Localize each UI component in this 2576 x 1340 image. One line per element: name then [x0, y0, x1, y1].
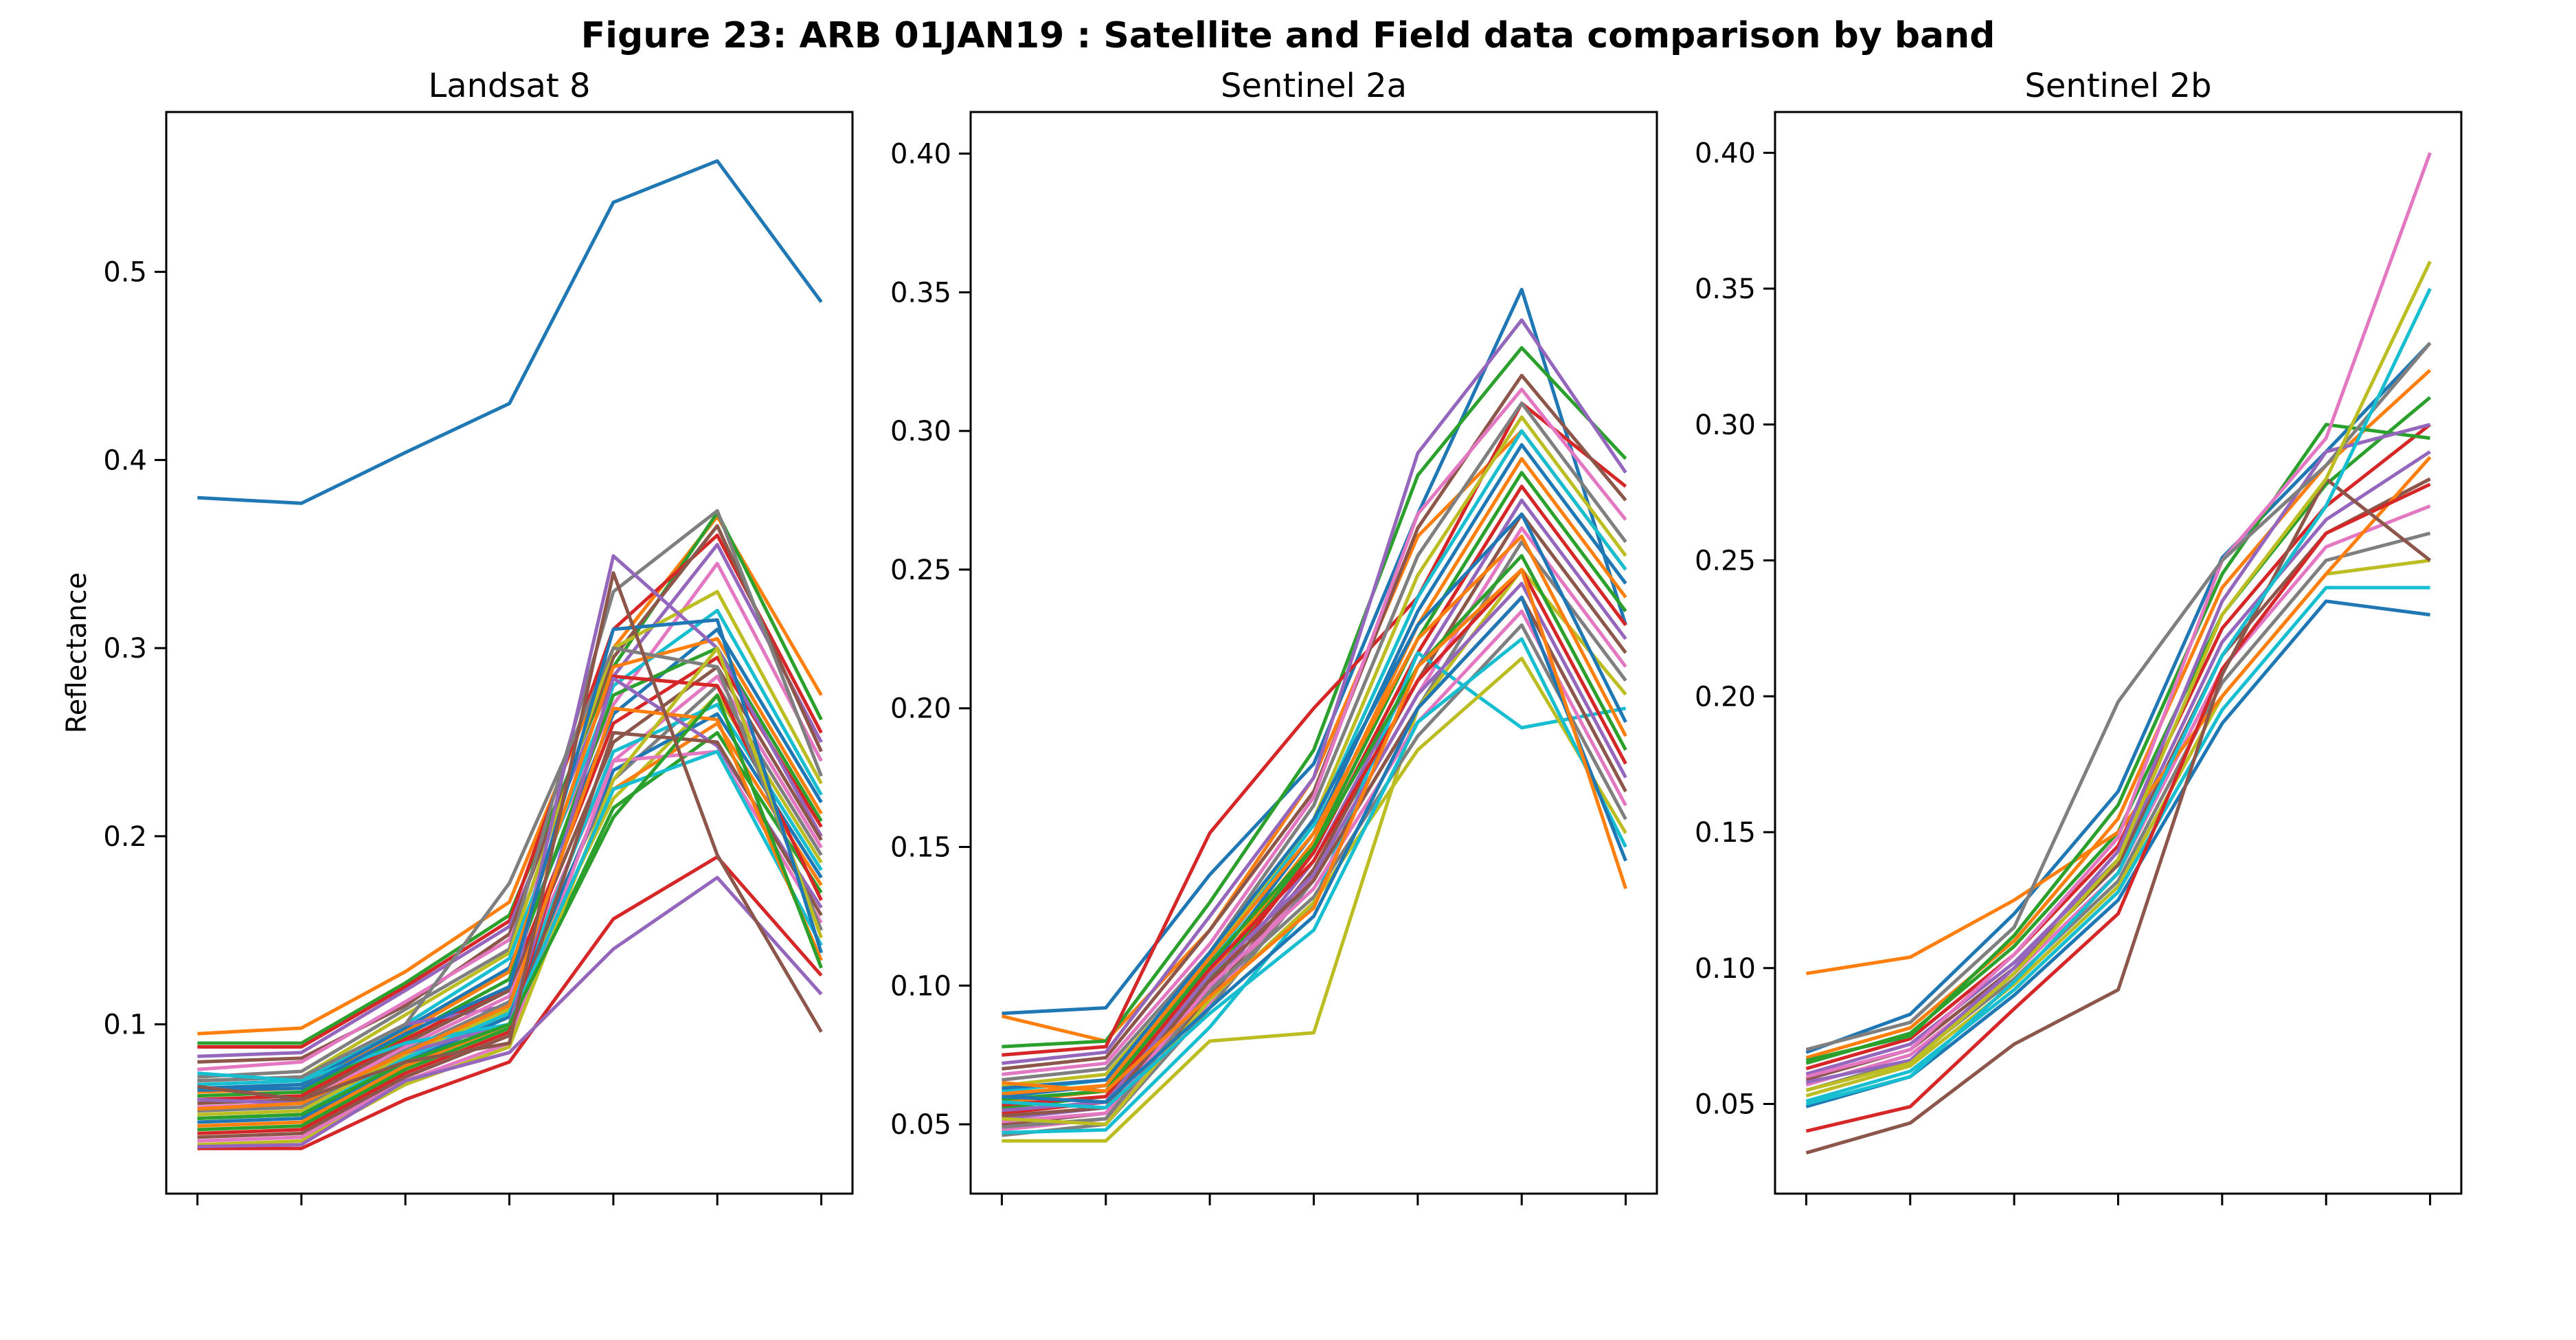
series-line: [1002, 318, 1627, 1065]
series-line: [197, 646, 823, 1147]
y-tick-label: 0.30: [1695, 410, 1756, 441]
series-line: [1002, 388, 1627, 1076]
series-line: [197, 875, 823, 1149]
series-line: [1805, 482, 2431, 1133]
series-line: [1002, 656, 1627, 1126]
series-line: [197, 618, 823, 1092]
series-line: [1002, 287, 1627, 1016]
series-line: [197, 543, 823, 1058]
series-line: [1002, 568, 1627, 1093]
y-tick-label: 0.4: [103, 445, 147, 476]
series-line: [1805, 504, 2431, 1087]
series-line: [197, 712, 823, 1124]
series-line: [1001, 429, 1627, 1043]
series-line: [1002, 512, 1627, 1091]
series-line: [1805, 423, 2430, 1062]
y-axis-label: Reflectance: [61, 572, 93, 734]
y-tick-label: 0.20: [1695, 681, 1756, 713]
series-line: [197, 706, 823, 1111]
y-tick-label: 0.15: [890, 832, 951, 864]
series-line: [197, 524, 823, 1064]
series-line: [197, 693, 823, 1120]
y-tick-label: 0.05: [1695, 1088, 1756, 1120]
y-tick-label: 0.2: [103, 821, 147, 853]
y-tick-label: 0.5: [103, 257, 147, 289]
y-tick-label: 0.15: [1695, 817, 1756, 849]
y-tick-label: 0.25: [890, 555, 951, 586]
series-line: [1805, 288, 2432, 1106]
y-tick-label: 0.3: [103, 633, 147, 665]
y-tick-label: 0.40: [1695, 137, 1756, 169]
series-line: [1805, 531, 2431, 1093]
y-tick-label: 0.35: [890, 277, 951, 309]
subplot-title: Landsat 8: [428, 67, 590, 105]
series-line: [197, 561, 823, 1071]
series-line: [197, 646, 823, 1083]
subplot-title: Sentinel 2a: [1221, 67, 1407, 105]
series-line: [1805, 423, 2432, 1071]
series-line: [197, 533, 823, 1049]
series-line: [1002, 651, 1627, 1135]
y-tick-label: 0.10: [890, 970, 951, 1002]
subplot-2: Sentinel 2a 0.05 0.10 0.15 0.20 0.25 0.30 0.35 0…: [890, 67, 1658, 1205]
subplot-title: Sentinel 2b: [2024, 67, 2211, 105]
series-line: [1002, 401, 1627, 1082]
series-line: [197, 571, 823, 1102]
series-line: [1805, 260, 2432, 1093]
y-tick-label: 0.20: [890, 693, 951, 725]
subplot-1: Landsat 8 0.1 0.2 0.3 0.4 0.5 Reflectance: [61, 67, 854, 1205]
series-line: [1002, 595, 1627, 1104]
y-tick-label: 0.05: [890, 1109, 951, 1141]
series-line: [1002, 637, 1627, 1110]
y-tick-label: 0.30: [890, 416, 951, 447]
series-line: [1806, 456, 2432, 976]
series-line: [1805, 423, 2431, 1084]
series-line: [1002, 623, 1627, 1129]
series-line: [1805, 152, 2432, 1079]
series-line: [1002, 610, 1627, 1124]
y-tick-label: 0.25: [1695, 546, 1756, 577]
subplot-3: Sentinel 2b 0.05 0.10 0.15 0.20 0.25 0.30 0.35 0…: [1695, 67, 2463, 1205]
series-line: [1805, 368, 2432, 1060]
series-line: [1805, 450, 2431, 1076]
series-line: [197, 159, 823, 505]
series-line: [1805, 559, 2430, 1098]
y-tick-label: 0.10: [1695, 953, 1756, 985]
series-line: [1002, 498, 1627, 1121]
figure-title: Figure 23: ARB 01JAN19 : Satellite and F…: [580, 15, 1996, 56]
series-line: [1002, 568, 1627, 1107]
series-line: [1002, 535, 1627, 1096]
y-tick-label: 0.35: [1695, 273, 1756, 305]
series-line: [1002, 346, 1627, 1049]
series-line: [1002, 373, 1627, 1071]
y-tick-label: 0.40: [890, 139, 951, 170]
y-tick-label: 0.1: [103, 1009, 147, 1041]
series-line: [1805, 342, 2432, 1051]
series-line: [1805, 585, 2430, 1103]
